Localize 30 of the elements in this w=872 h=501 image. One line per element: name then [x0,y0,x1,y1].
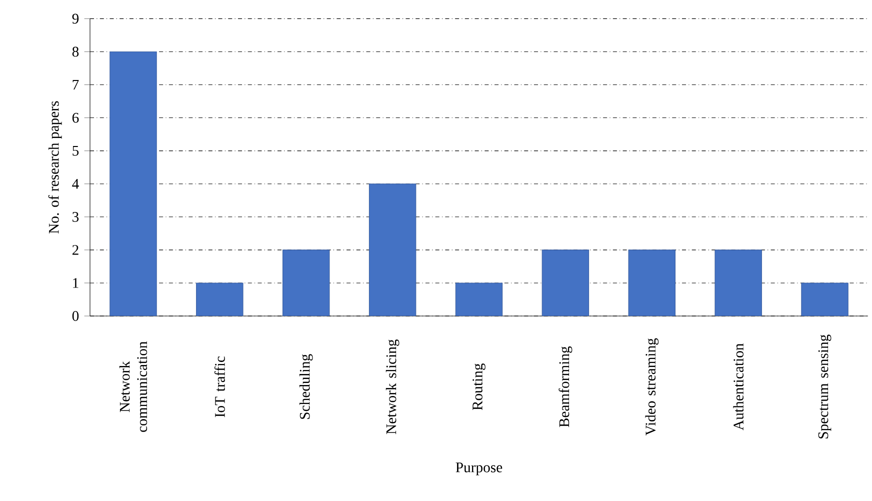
x-axis-title: Purpose [456,462,502,476]
y-tick-label: 2 [72,244,78,255]
bar [196,282,244,316]
x-tick-label: IoT traffic [214,356,225,417]
x-tick-label: Network slicing [386,339,400,434]
y-tick-label: 1 [73,278,78,288]
bar [542,250,590,316]
y-tick-label: 9 [72,14,79,24]
x-tick-label: Routing [472,363,486,410]
y-axis-title: No. of research papers [48,101,62,234]
x-tick-label: Network communication [119,341,148,432]
y-tick-label: 0 [72,310,79,321]
y-tick-label: 3 [72,212,79,222]
y-tick-label: 4 [72,178,79,189]
x-tick-label: Authentication [733,343,744,430]
bar [455,282,503,316]
bar [282,250,330,316]
bar [110,51,157,316]
bar [714,250,762,316]
y-tick-label: 5 [72,146,79,156]
bar [801,282,848,316]
bar [368,183,416,316]
y-tick-label: 7 [72,80,79,90]
x-tick-label: Beamforming [558,346,572,427]
x-tick-label: Scheduling [299,354,313,419]
x-tick-label: Spectrum sensing [818,334,832,438]
x-tick-label: Video streaming [645,338,659,436]
bar [628,250,676,316]
y-tick-label: 6 [72,112,79,123]
y-tick-label: 8 [72,46,79,57]
